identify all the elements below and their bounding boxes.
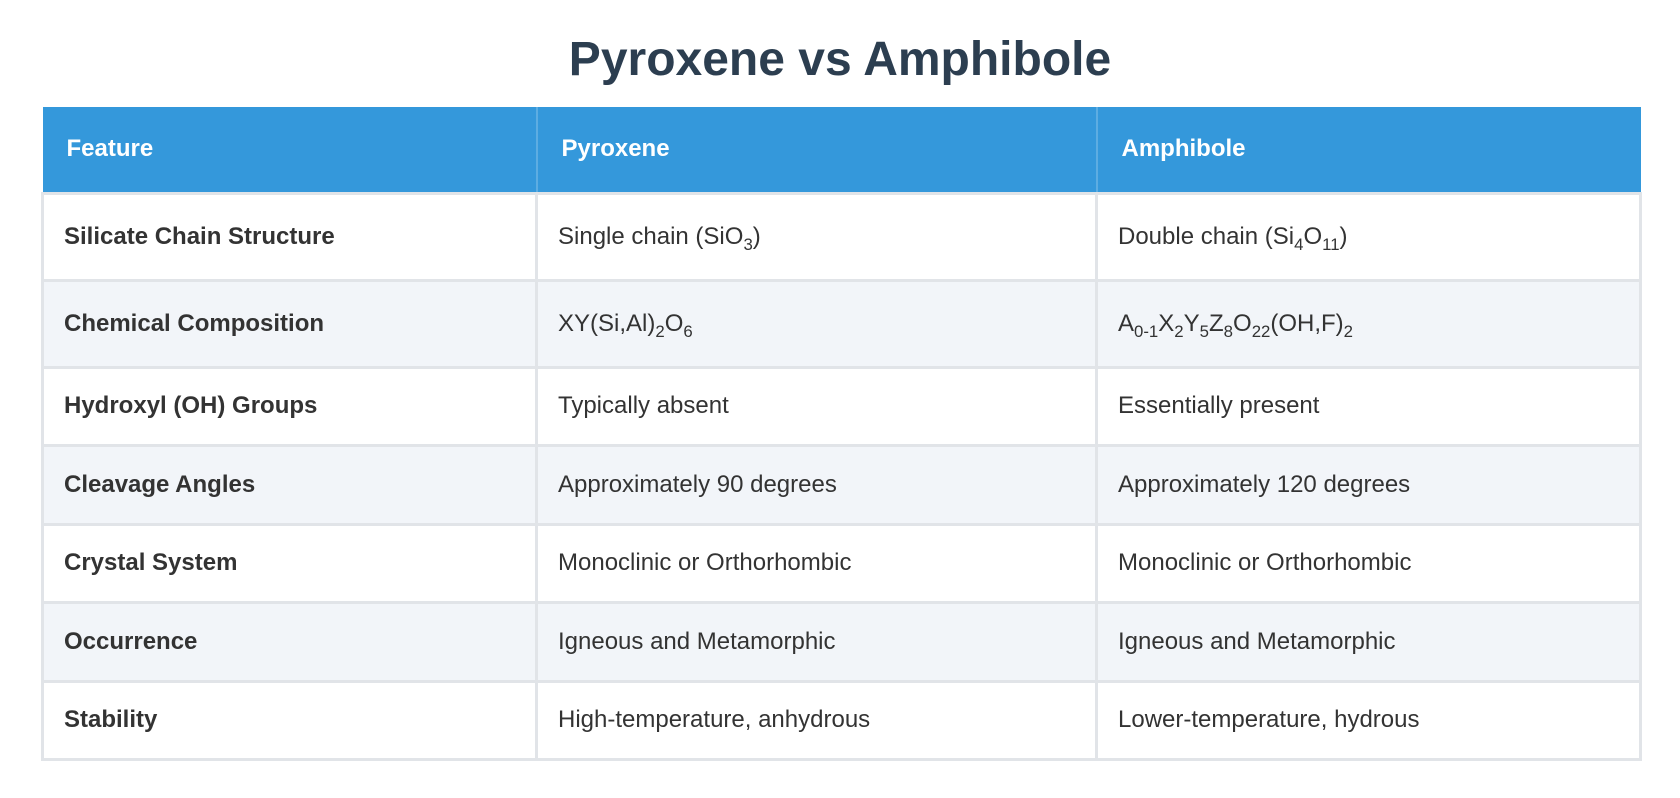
table-row: Chemical Composition XY(Si,Al)2O6 A0-1X2…	[41, 278, 1642, 369]
table-row: Silicate Chain Structure Single chain (S…	[41, 191, 1642, 282]
header-amphibole: Amphibole	[1096, 107, 1641, 193]
formula-text: A	[1118, 309, 1135, 337]
formula-subscript: 6	[683, 321, 693, 341]
table-row: Hydroxyl (OH) Groups Typically absent Es…	[41, 365, 1642, 447]
amphibole-cell: Double chain (Si4O11)	[1095, 191, 1642, 282]
pyroxene-cell: Typically absent	[535, 365, 1098, 447]
feature-cell: Hydroxyl (OH) Groups	[41, 365, 538, 447]
formula-text: )	[1339, 222, 1348, 250]
feature-cell: Cleavage Angles	[41, 443, 538, 526]
pyroxene-cell: Single chain (SiO3)	[535, 191, 1098, 282]
table-row: Occurrence Igneous and Metamorphic Igneo…	[41, 600, 1642, 683]
formula-text: Y	[1183, 309, 1200, 337]
formula-text: Double chain (Si	[1118, 222, 1295, 250]
pyroxene-cell: XY(Si,Al)2O6	[535, 278, 1098, 369]
pyroxene-cell: Approximately 90 degrees	[535, 443, 1098, 526]
formula-subscript: 8	[1223, 321, 1234, 341]
header-feature: Feature	[42, 107, 538, 193]
table-body: Silicate Chain Structure Single chain (S…	[41, 191, 1642, 761]
pyroxene-cell: High-temperature, anhydrous	[535, 679, 1098, 761]
feature-cell: Silicate Chain Structure	[41, 191, 538, 282]
formula-subscript: 2	[1174, 321, 1184, 341]
formula-text: X	[1158, 309, 1175, 337]
formula-subscript: 5	[1199, 321, 1209, 341]
pyroxene-cell: Monoclinic or Orthorhombic	[535, 522, 1098, 604]
feature-cell: Chemical Composition	[41, 278, 538, 369]
amphibole-cell: Monoclinic or Orthorhombic	[1095, 522, 1642, 604]
formula-subscript: 22	[1251, 321, 1271, 341]
amphibole-cell: A0-1X2Y5Z8O22(OH,F)2	[1095, 278, 1642, 369]
formula-text: Single chain (SiO	[558, 222, 744, 250]
formula-text: Z	[1209, 309, 1224, 337]
amphibole-cell: Essentially present	[1095, 365, 1642, 447]
formula-subscript: 2	[655, 321, 665, 341]
feature-cell: Crystal System	[41, 522, 538, 604]
formula-subscript: 11	[1322, 234, 1340, 254]
comparison-table-container: Feature Pyroxene Amphibole Silicate Chai…	[41, 107, 1642, 761]
amphibole-cell: Approximately 120 degrees	[1095, 443, 1642, 526]
formula-text: O	[664, 309, 684, 337]
formula-text: O	[1303, 222, 1323, 250]
table-row: Crystal System Monoclinic or Orthorhombi…	[41, 522, 1642, 604]
formula-subscript: 3	[743, 234, 753, 254]
formula-text: )	[752, 222, 761, 250]
feature-cell: Stability	[41, 679, 538, 761]
table-row: Stability High-temperature, anhydrous Lo…	[41, 679, 1642, 761]
formula-subscript: 4	[1294, 234, 1304, 254]
formula-text: O	[1233, 309, 1252, 337]
formula-subscript: 0-1	[1134, 321, 1159, 341]
table-header: Feature Pyroxene Amphibole	[42, 107, 1641, 193]
header-pyroxene: Pyroxene	[536, 107, 1098, 193]
amphibole-cell: Igneous and Metamorphic	[1095, 600, 1642, 683]
comparison-table: Feature Pyroxene Amphibole Silicate Chai…	[41, 107, 1642, 761]
formula-text: XY(Si,Al)	[558, 309, 656, 337]
formula-text: (OH,F)	[1270, 309, 1344, 337]
page-title: Pyroxene vs Amphibole	[568, 33, 1112, 86]
feature-cell: Occurrence	[41, 600, 538, 683]
header-row: Feature Pyroxene Amphibole	[42, 107, 1641, 193]
amphibole-cell: Lower-temperature, hydrous	[1095, 679, 1642, 761]
formula-subscript: 2	[1343, 321, 1354, 341]
table-row: Cleavage Angles Approximately 90 degrees…	[41, 443, 1642, 526]
pyroxene-cell: Igneous and Metamorphic	[535, 600, 1098, 683]
